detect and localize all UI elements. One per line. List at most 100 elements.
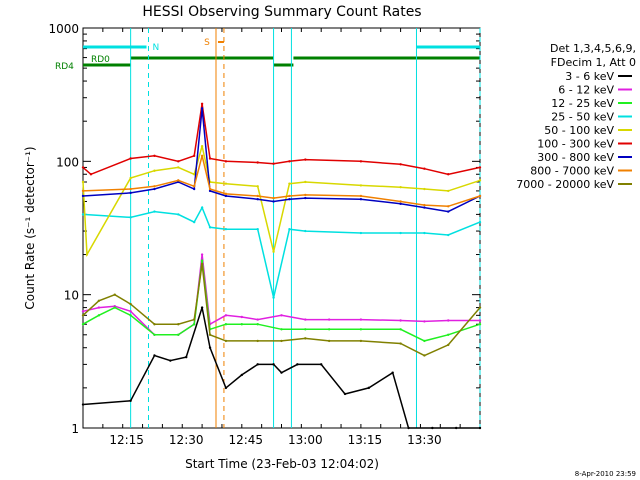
series-point	[256, 227, 259, 231]
series-point	[280, 339, 283, 343]
series-point	[208, 187, 212, 191]
series-point	[478, 323, 482, 326]
series-point	[81, 403, 85, 406]
series-point	[200, 144, 204, 148]
series-point	[447, 173, 450, 176]
series-point	[288, 194, 291, 198]
series-point	[153, 169, 156, 172]
series-point	[359, 231, 363, 235]
series-point	[399, 328, 402, 331]
series-point	[256, 197, 259, 201]
series-point	[447, 210, 450, 213]
series-point	[153, 333, 156, 337]
series-point	[113, 306, 116, 309]
series-point	[256, 185, 259, 188]
series-point	[478, 179, 482, 182]
series-point	[208, 157, 212, 160]
plot-frame	[82, 27, 481, 429]
series-point	[177, 333, 180, 337]
series-point	[478, 319, 482, 322]
series-point	[81, 180, 85, 184]
series-point	[359, 318, 363, 321]
series-point	[399, 200, 402, 203]
x-axis-label: Start Time (23-Feb-03 12:04:02)	[185, 457, 379, 471]
series-point	[399, 342, 402, 345]
series-point	[272, 296, 275, 299]
series-point	[391, 371, 394, 374]
series-point	[359, 339, 363, 343]
series-point	[256, 363, 259, 366]
series-point	[280, 371, 283, 374]
series-point	[81, 189, 85, 193]
legend-entry-label: 3 - 6 keV	[565, 70, 614, 83]
series-point	[85, 253, 89, 256]
series-point	[399, 231, 402, 235]
series-point	[359, 194, 363, 198]
series-point	[97, 306, 101, 309]
series-point	[192, 220, 196, 224]
series-point	[272, 196, 275, 200]
flag-label-S: S	[204, 38, 210, 48]
series-point	[177, 179, 180, 182]
series-point	[208, 226, 212, 229]
series-point	[200, 262, 204, 266]
series-point	[81, 310, 85, 313]
series-point	[97, 314, 101, 317]
x-tick-label: 12:30	[169, 433, 204, 447]
series-point	[81, 323, 85, 326]
legend-entry-label: 7000 - 20000 keV	[516, 178, 614, 191]
series-point	[177, 323, 180, 326]
series-point	[272, 162, 275, 165]
series-point	[288, 160, 291, 163]
legend-entry-label: 100 - 300 keV	[537, 138, 614, 151]
series-point	[399, 163, 402, 166]
series-point	[192, 318, 196, 321]
series-point	[169, 359, 172, 362]
series-point	[208, 189, 212, 193]
series-point	[153, 185, 156, 188]
series-point	[343, 392, 347, 396]
series-point	[478, 426, 482, 430]
series-point	[280, 314, 283, 317]
x-tick-label: 13:30	[407, 433, 442, 447]
series-point	[177, 166, 180, 169]
series-point	[129, 176, 132, 180]
series-point	[153, 323, 156, 326]
series-point	[447, 343, 450, 347]
series-line	[82, 145, 481, 258]
series-point	[320, 363, 323, 366]
timestamp: 8-Apr-2010 23:59	[575, 470, 636, 478]
series-point	[208, 346, 212, 349]
series-point	[129, 314, 132, 317]
y-tick-label: 1	[71, 422, 79, 436]
series-point	[200, 206, 204, 209]
series-point	[399, 185, 402, 189]
legend-header-line: Det 1,3,4,5,6,9,	[550, 42, 636, 55]
series-point	[153, 354, 156, 357]
y-axis-label: Count Rate (s⁻¹ detector⁻¹)	[23, 146, 37, 309]
series-point	[224, 194, 228, 198]
series-line	[82, 260, 481, 342]
series-point	[367, 386, 371, 390]
legend-entry-label: 25 - 50 keV	[551, 111, 614, 124]
series-point	[447, 205, 450, 208]
x-tick-label: 13:15	[348, 433, 383, 447]
series-point	[407, 426, 410, 430]
series-point	[447, 333, 450, 337]
series-point	[185, 355, 188, 359]
series-line	[82, 254, 480, 336]
series-point	[272, 363, 275, 366]
series-point	[327, 318, 331, 321]
series-point	[192, 323, 196, 326]
series-point	[288, 227, 291, 231]
series-point	[359, 328, 363, 331]
series-point	[240, 373, 243, 377]
series-point	[200, 259, 204, 262]
series-line	[82, 108, 481, 213]
series-point	[129, 302, 132, 306]
series-point	[359, 160, 363, 163]
series-point	[192, 185, 196, 188]
series-point	[153, 187, 156, 191]
series-point	[359, 197, 363, 201]
